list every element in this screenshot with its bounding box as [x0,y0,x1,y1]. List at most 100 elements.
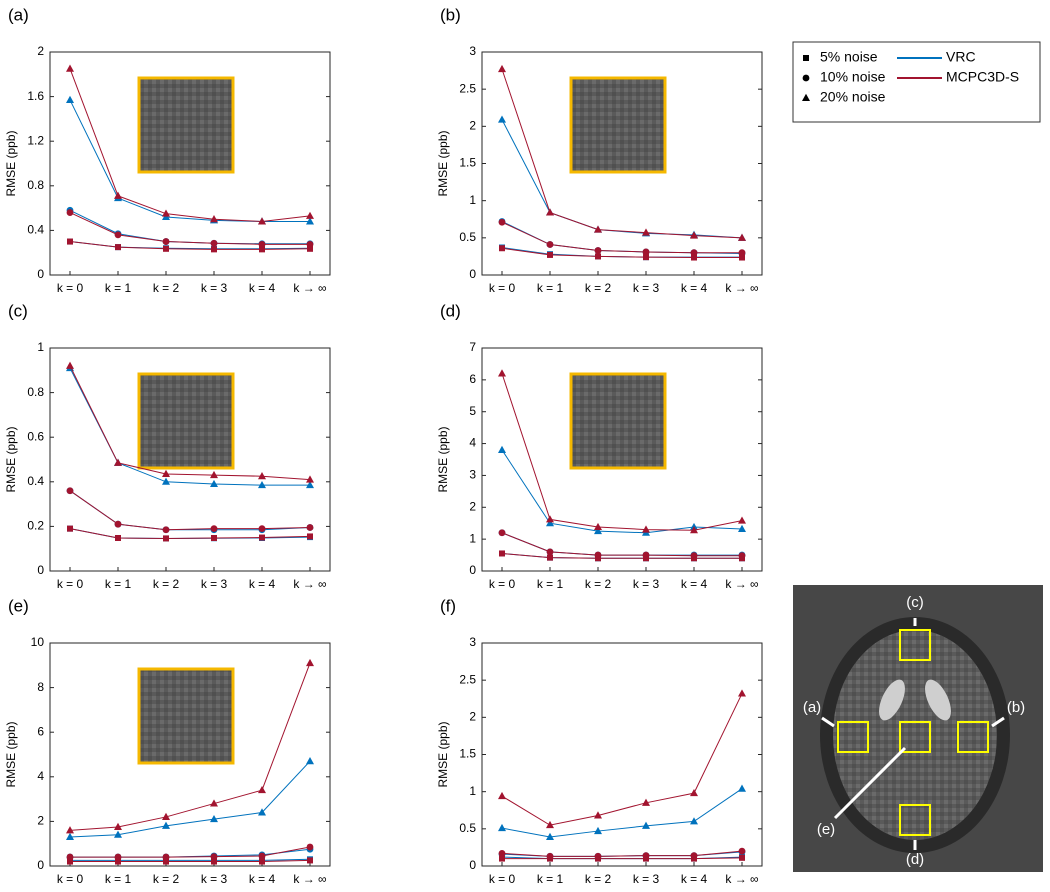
y-tick-label: 0.5 [459,230,476,244]
series-line [501,552,742,559]
marker-triangle [642,525,650,533]
marker-circle [66,487,74,495]
marker-triangle [642,798,650,806]
y-axis-label: RMSE (ppb) [4,721,18,787]
marker-triangle [114,191,122,199]
marker-triangle [258,785,266,794]
marker-square [547,554,553,561]
x-tick-label: k = 0 [489,872,516,886]
axes-box [49,51,331,276]
x-tick-label: k = 2 [153,281,180,295]
marker-triangle [546,208,554,216]
marker-circle [546,548,554,556]
marker-triangle [642,821,650,829]
series-line [501,247,742,259]
y-tick-label: 7 [469,340,476,354]
marker-triangle [306,480,314,489]
series-line [69,212,310,245]
x-tick-label: k = 2 [153,577,180,591]
marker-triangle [594,526,602,535]
marker-square [547,251,553,258]
marker-square [643,254,649,261]
marker-circle [802,74,810,82]
x-tick-label: k = 3 [201,577,228,591]
marker-circle [642,248,650,256]
y-tick-label: 10 [31,635,45,649]
y-tick-label: 1 [37,340,44,354]
y-tick-label: 1 [469,193,476,207]
series-line [69,365,311,481]
marker-circle [738,249,746,257]
marker-triangle [210,814,218,823]
y-axis-label: RMSE (ppb) [4,130,18,196]
marker-triangle [66,95,74,103]
y-tick-label: 1.5 [459,156,476,170]
x-tick-label: k = 3 [633,281,660,295]
y-tick-label: 2 [469,710,476,724]
x-tick-label: k = 2 [153,872,180,886]
x-tick-label: k → ∞ [293,872,326,886]
marker-circle [546,852,554,860]
y-tick-label: 0 [469,858,476,872]
marker-circle [162,238,170,245]
inset-image [569,372,667,470]
marker-triangle [498,115,506,123]
marker-circle [210,239,218,247]
x-tick-label: k = 3 [633,872,660,886]
roi-label: (d) [906,851,924,868]
marker-triangle [66,832,74,841]
series-line [501,532,742,557]
marker-circle [114,853,122,861]
x-tick-label: k → ∞ [293,281,326,295]
marker-triangle [498,64,506,73]
marker-triangle [690,817,698,825]
marker-triangle [738,516,746,524]
y-tick-label: 1 [469,531,476,545]
marker-circle [258,525,266,533]
x-tick-label: k = 2 [585,872,612,886]
marker-triangle [66,361,74,369]
marker-square [115,534,121,541]
y-tick-label: 2 [469,499,476,513]
marker-triangle [210,479,218,488]
marker-triangle [802,93,810,101]
marker-circle [498,218,506,226]
series-line [69,68,311,222]
marker-triangle [258,480,266,489]
axes-box [49,642,331,867]
arrow [833,746,907,820]
y-tick-label: 0.8 [27,385,44,399]
panel-label: (d) [440,301,461,320]
marker-triangle [306,217,314,225]
marker-triangle [594,522,602,531]
marker-triangle [66,64,74,72]
marker-triangle [546,820,554,829]
legend-box [792,41,1041,123]
roi-label: (a) [803,699,821,716]
brain-structure [925,679,951,721]
series-line [69,528,311,539]
legend-label: MCPC3D-S [946,69,1019,85]
marker-square [739,854,745,861]
marker-triangle [114,822,122,830]
x-tick-label: k = 4 [249,281,276,295]
series-line [501,68,743,239]
marker-triangle [114,830,122,838]
marker-square [211,246,217,253]
marker-square [67,858,73,865]
marker-triangle [306,211,314,219]
marker-circle [594,247,602,254]
marker-square [259,858,265,865]
x-tick-label: k = 4 [249,872,276,886]
marker-square [259,534,265,541]
marker-triangle [594,811,602,819]
x-tick-label: k = 1 [537,281,564,295]
series-line [502,857,743,860]
marker-circle [114,231,122,239]
series-line [501,373,743,531]
series-line [69,490,311,531]
marker-square [307,245,313,252]
x-tick-label: k → ∞ [725,577,758,591]
legend-label: 5% noise [820,49,878,65]
